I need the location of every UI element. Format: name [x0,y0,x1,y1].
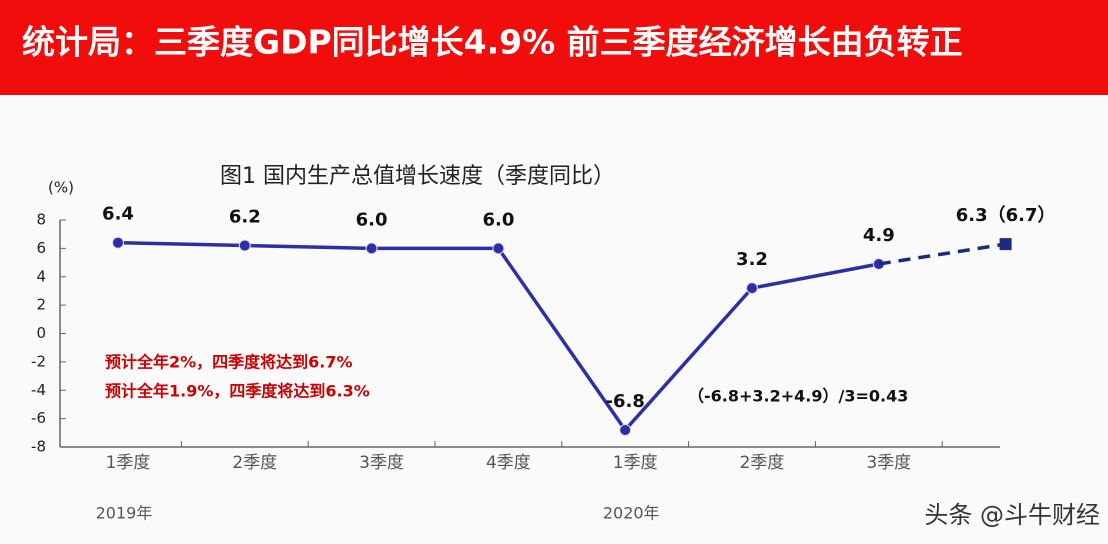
series-line [878,242,1006,266]
y-tick-label: -2 [31,352,46,370]
data-label: 4.9 [863,225,895,246]
x-tick-label: 3季度 [866,453,911,473]
x-tick-label: 1季度 [106,453,151,473]
marker [492,242,505,255]
annotation: （-6.8+3.2+4.9）/3=0.43 [688,387,908,406]
x-tick-label: 2季度 [232,453,277,473]
x-tick-label: 2季度 [740,453,785,473]
y-tick-label: -8 [31,438,46,456]
y-tick-label: 8 [36,211,46,229]
data-label: 6.3（6.7） [956,205,1056,226]
banner-bg [0,0,1108,95]
marker [999,238,1012,251]
data-label: 3.2 [736,249,768,270]
marker [619,423,632,436]
y-tick-label: -6 [31,409,46,427]
data-label: 6.2 [229,207,261,228]
x-tick-label: 1季度 [613,453,658,473]
y-tick-label: -4 [31,381,46,399]
data-label: 6.0 [482,209,514,230]
annotation: 预计全年1.9%，四季度将达到6.3% [105,382,370,401]
x-group-label: 2020年 [603,504,660,523]
marker [746,282,758,295]
x-group-label: 2019年 [96,504,153,523]
y-axis-label: (%) [48,179,74,197]
marker [238,239,251,252]
x-tick-label: 4季度 [486,453,531,473]
marker [112,236,124,249]
data-label: 6.0 [356,209,388,230]
y-tick-label: 6 [36,239,46,257]
marker [365,242,378,255]
y-tick-label: 0 [36,324,46,342]
chart-title: 图1 国内生产总值增长速度（季度同比） [220,164,615,189]
x-tick-label: 3季度 [359,453,404,473]
data-label: 6.4 [102,204,134,225]
data-label: -6.8 [606,391,645,412]
banner-title: 统计局：三季度GDP同比增长4.9% 前三季度经济增长由负转正 [22,23,963,62]
y-tick-label: 2 [36,296,46,314]
annotation: 预计全年2%，四季度将达到6.7% [105,353,353,372]
y-tick-label: 4 [36,267,46,285]
watermark: 头条 @斗牛财经 [924,501,1100,529]
